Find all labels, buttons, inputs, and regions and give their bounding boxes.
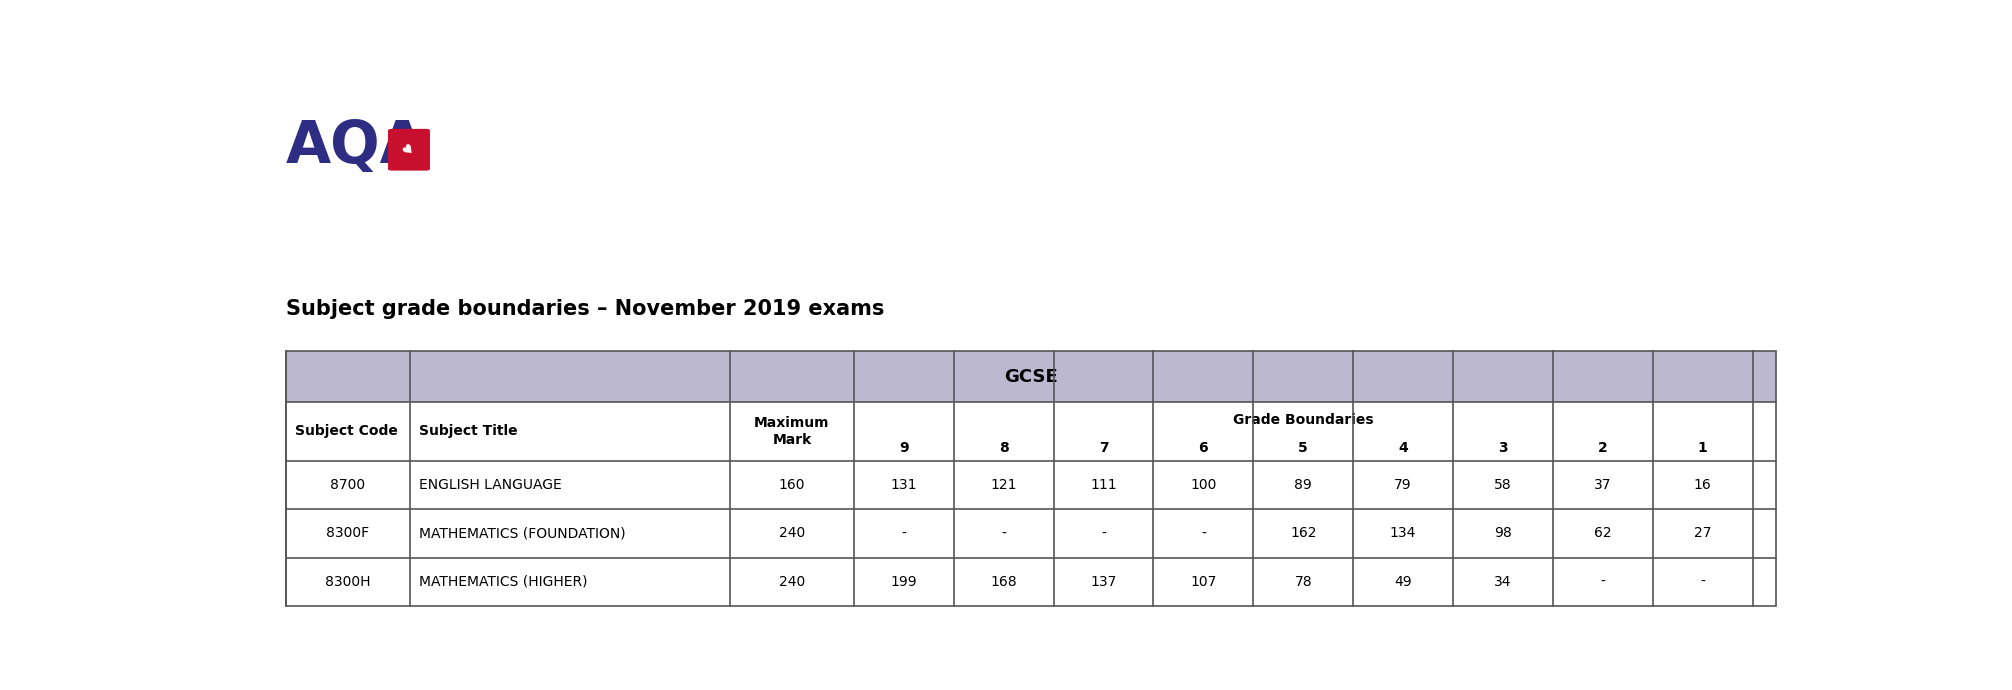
Text: 240: 240 xyxy=(779,526,805,540)
Text: MATHEMATICS (FOUNDATION): MATHEMATICS (FOUNDATION) xyxy=(418,526,626,540)
Text: 162: 162 xyxy=(1290,526,1316,540)
Text: 58: 58 xyxy=(1495,478,1511,492)
Text: 2: 2 xyxy=(1598,441,1608,455)
Text: Grade Boundaries: Grade Boundaries xyxy=(1233,413,1374,426)
Text: 9: 9 xyxy=(899,441,909,455)
Text: 134: 134 xyxy=(1390,526,1416,540)
Text: 121: 121 xyxy=(990,478,1016,492)
Text: MATHEMATICS (HIGHER): MATHEMATICS (HIGHER) xyxy=(418,575,588,589)
Text: 89: 89 xyxy=(1294,478,1312,492)
Text: -: - xyxy=(1700,575,1704,589)
Text: 62: 62 xyxy=(1594,526,1612,540)
Text: 98: 98 xyxy=(1495,526,1511,540)
Text: GCSE: GCSE xyxy=(1004,368,1058,386)
Bar xyxy=(286,351,1777,402)
Text: 78: 78 xyxy=(1294,575,1312,589)
Text: ENGLISH LANGUAGE: ENGLISH LANGUAGE xyxy=(418,478,561,492)
Bar xyxy=(286,461,1777,509)
Text: 8700: 8700 xyxy=(330,478,366,492)
Text: 107: 107 xyxy=(1191,575,1217,589)
Text: 3: 3 xyxy=(1499,441,1507,455)
Text: 8: 8 xyxy=(998,441,1008,455)
Text: Subject grade boundaries – November 2019 exams: Subject grade boundaries – November 2019… xyxy=(286,299,883,319)
Text: -: - xyxy=(1101,526,1107,540)
Bar xyxy=(286,509,1777,558)
Text: 49: 49 xyxy=(1394,575,1412,589)
Text: -: - xyxy=(1201,526,1205,540)
Text: 27: 27 xyxy=(1694,526,1712,540)
Bar xyxy=(286,402,1777,461)
FancyBboxPatch shape xyxy=(388,130,429,170)
Text: 6: 6 xyxy=(1199,441,1207,455)
Text: 1: 1 xyxy=(1698,441,1708,455)
Text: 37: 37 xyxy=(1594,478,1612,492)
Text: 111: 111 xyxy=(1091,478,1117,492)
Text: 34: 34 xyxy=(1495,575,1511,589)
Bar xyxy=(286,351,1777,606)
Text: 5: 5 xyxy=(1298,441,1308,455)
Text: 131: 131 xyxy=(891,478,917,492)
Text: -: - xyxy=(1002,526,1006,540)
Text: 137: 137 xyxy=(1091,575,1117,589)
Text: Subject Title: Subject Title xyxy=(418,424,517,438)
Text: 168: 168 xyxy=(990,575,1016,589)
Text: 100: 100 xyxy=(1191,478,1217,492)
Text: Maximum
Mark: Maximum Mark xyxy=(754,416,829,446)
Text: 16: 16 xyxy=(1694,478,1712,492)
Text: Subject Code: Subject Code xyxy=(296,424,398,438)
Bar xyxy=(286,558,1777,606)
Text: 8300F: 8300F xyxy=(326,526,370,540)
Text: -: - xyxy=(901,526,905,540)
Text: AQA: AQA xyxy=(286,118,427,175)
Text: 8300H: 8300H xyxy=(324,575,370,589)
Text: -: - xyxy=(1600,575,1606,589)
Text: 199: 199 xyxy=(891,575,917,589)
Text: 79: 79 xyxy=(1394,478,1412,492)
Text: 160: 160 xyxy=(779,478,805,492)
Text: 4: 4 xyxy=(1398,441,1408,455)
Text: 240: 240 xyxy=(779,575,805,589)
Text: ♥: ♥ xyxy=(400,141,418,158)
Text: 7: 7 xyxy=(1099,441,1109,455)
